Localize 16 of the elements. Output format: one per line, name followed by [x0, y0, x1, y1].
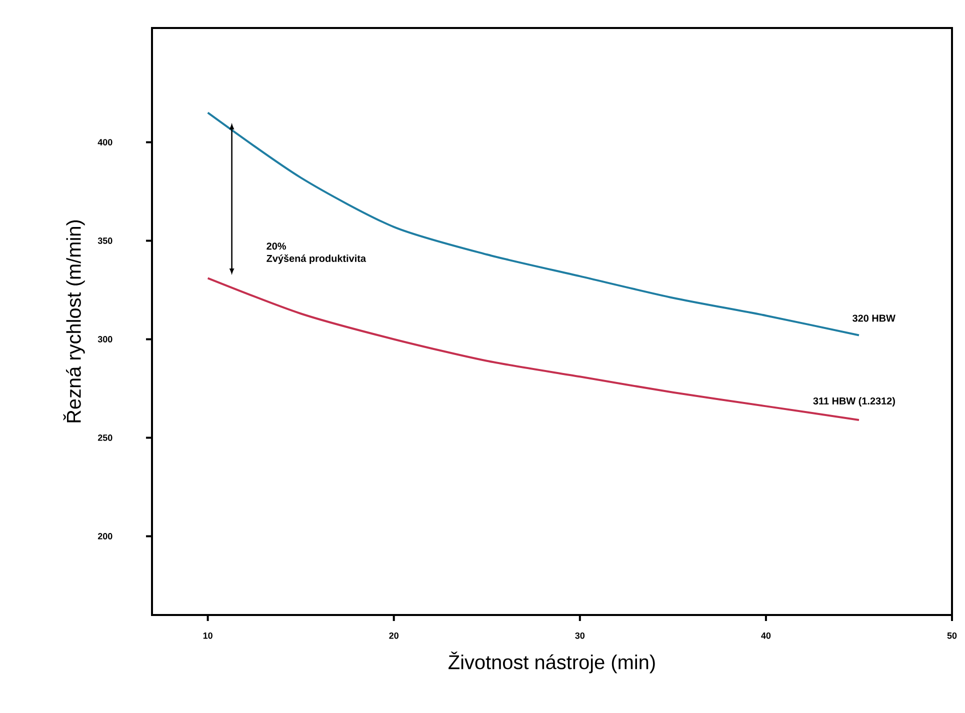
y-tick-label: 350 — [98, 238, 112, 244]
x-tick-label: 40 — [761, 632, 771, 639]
x-tick-label: 20 — [389, 632, 398, 639]
x-tick-label: 30 — [575, 632, 585, 639]
annotation: 20% — [266, 242, 286, 250]
series-label: 320 HBW — [852, 314, 896, 322]
series-label: 311 HBW (1.2312) — [813, 397, 895, 406]
y-tick-label: 200 — [98, 533, 112, 540]
x-tick-label: 10 — [203, 632, 212, 639]
y-tick-label: 400 — [98, 139, 112, 146]
annotation: Zvýšená produktivita — [266, 254, 366, 264]
x-tick-label: 50 — [947, 632, 957, 639]
y-tick-label: 250 — [98, 434, 112, 441]
y-axis-title: Řezná rychlost (m/min) — [63, 220, 85, 422]
y-tick-label: 300 — [98, 336, 112, 342]
x-axis-title: Životnost nástroje (min) — [448, 652, 655, 674]
